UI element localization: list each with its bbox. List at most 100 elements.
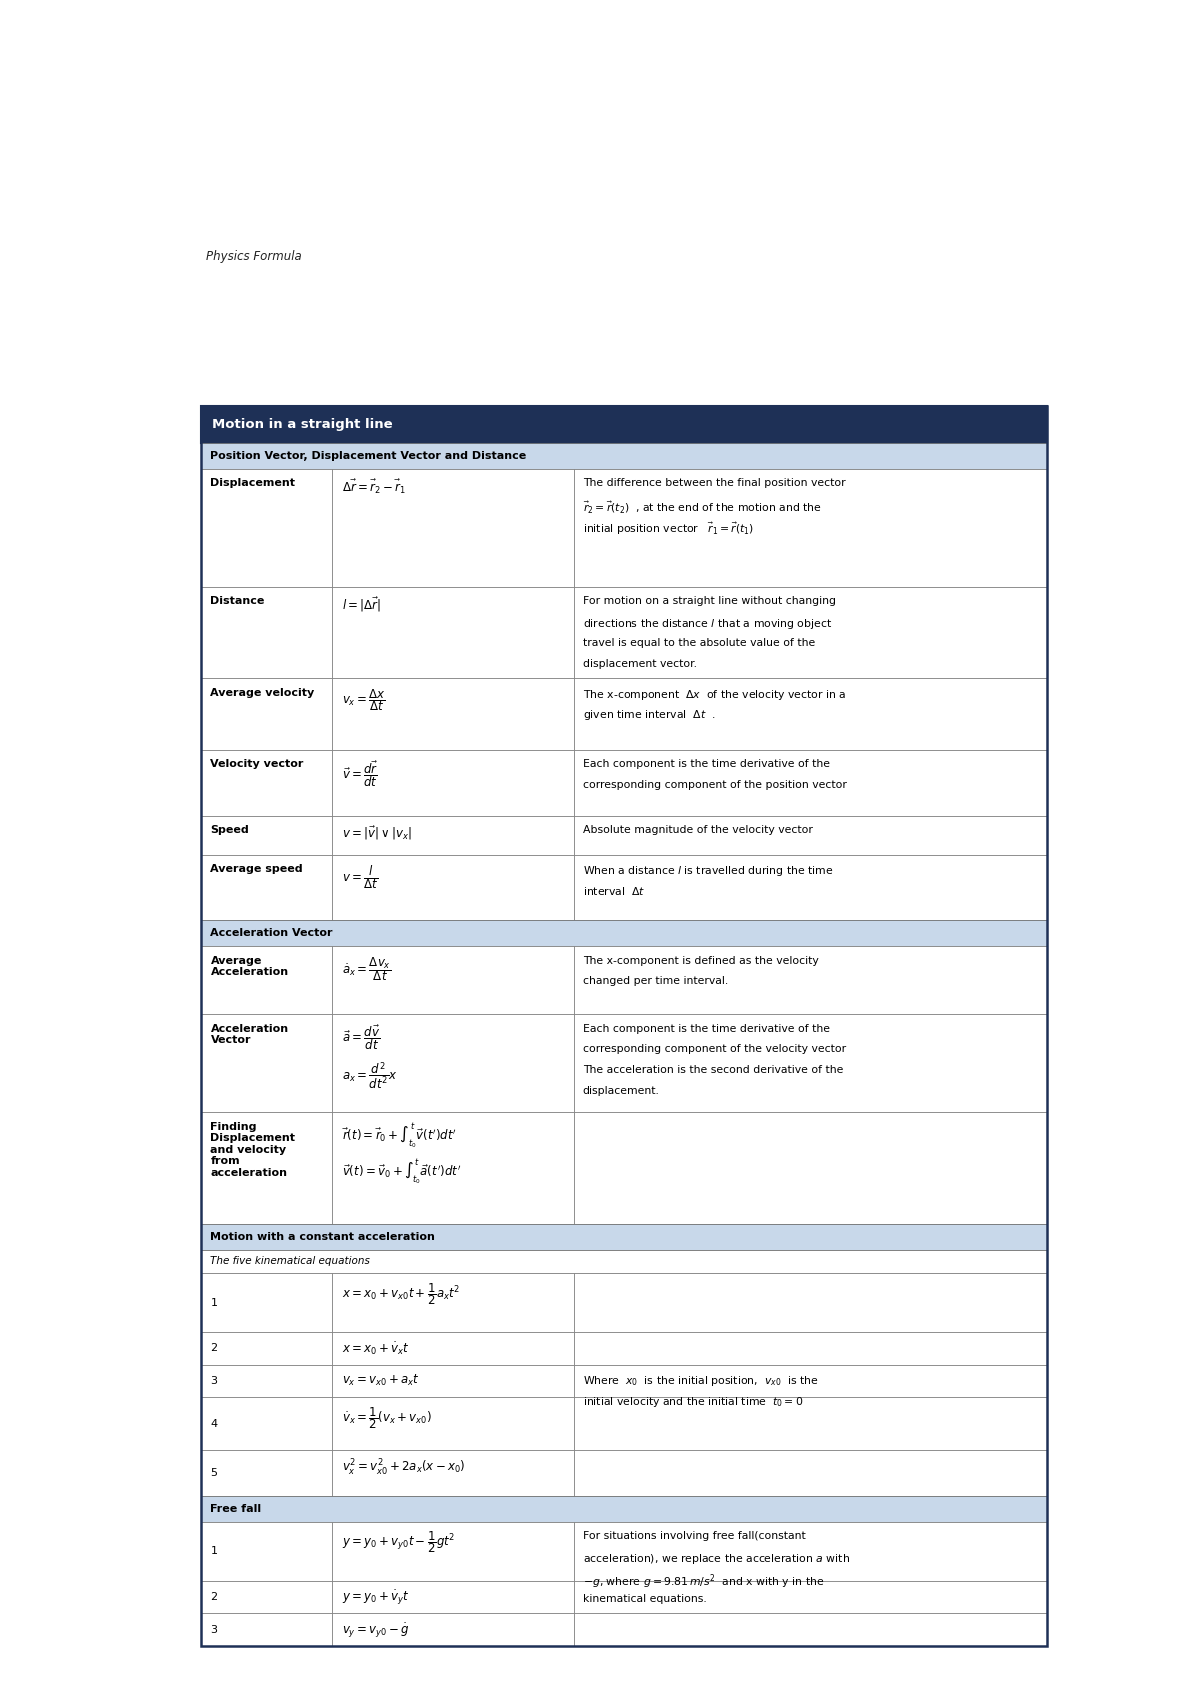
- Bar: [332, 1014, 574, 1112]
- Text: given time interval  $\Delta t$  .: given time interval $\Delta t$ .: [583, 708, 715, 722]
- Bar: [332, 1397, 574, 1450]
- Bar: [202, 406, 1048, 443]
- Bar: [574, 751, 1048, 815]
- Text: Position Vector, Displacement Vector and Distance: Position Vector, Displacement Vector and…: [210, 452, 527, 462]
- Text: 2: 2: [210, 1591, 217, 1601]
- Text: Free fall: Free fall: [210, 1504, 262, 1513]
- Bar: [332, 1333, 574, 1365]
- Text: directions the distance $l$ that a moving object: directions the distance $l$ that a movin…: [583, 616, 832, 632]
- Bar: [202, 946, 332, 1014]
- Text: Motion in a straight line: Motion in a straight line: [212, 418, 392, 431]
- Text: $v=|\vec{v}|\vee|v_x|$: $v=|\vec{v}|\vee|v_x|$: [342, 825, 412, 842]
- Text: displacement.: displacement.: [583, 1087, 660, 1097]
- Text: For motion on a straight line without changing: For motion on a straight line without ch…: [583, 596, 836, 606]
- Text: 5: 5: [210, 1467, 217, 1477]
- Text: $\dot{v}_x=\dfrac{1}{2}(v_x+v_{x0})$: $\dot{v}_x=\dfrac{1}{2}(v_x+v_{x0})$: [342, 1406, 432, 1431]
- Text: When a distance $l$ is travelled during the time: When a distance $l$ is travelled during …: [583, 864, 833, 878]
- Bar: [202, 815, 332, 854]
- Bar: [202, 1274, 332, 1333]
- Bar: [332, 469, 574, 588]
- Text: Acceleration Vector: Acceleration Vector: [210, 929, 332, 939]
- Text: Finding
Displacement
and velocity
from
acceleration: Finding Displacement and velocity from a…: [210, 1122, 295, 1178]
- Bar: [202, 1112, 332, 1224]
- Bar: [202, 469, 332, 588]
- Bar: [332, 1450, 574, 1496]
- Text: $v=\dfrac{l}{\Delta t}$: $v=\dfrac{l}{\Delta t}$: [342, 864, 378, 891]
- Text: changed per time interval.: changed per time interval.: [583, 976, 728, 987]
- Text: $\dot{a}_x=\dfrac{\Delta v_x}{\Delta t}$: $\dot{a}_x=\dfrac{\Delta v_x}{\Delta t}$: [342, 956, 391, 983]
- Text: $\vec{a}=\dfrac{d\vec{v}}{dt}$: $\vec{a}=\dfrac{d\vec{v}}{dt}$: [342, 1024, 380, 1053]
- Text: Speed: Speed: [210, 825, 250, 835]
- Text: For situations involving free fall(constant: For situations involving free fall(const…: [583, 1532, 805, 1540]
- Text: $x=x_0+v_{x0}t+\dfrac{1}{2}a_x t^2$: $x=x_0+v_{x0}t+\dfrac{1}{2}a_x t^2$: [342, 1280, 460, 1307]
- Text: displacement vector.: displacement vector.: [583, 659, 697, 669]
- Bar: [574, 815, 1048, 854]
- Text: $\vec{v}=\dfrac{d\vec{r}}{dt}$: $\vec{v}=\dfrac{d\vec{r}}{dt}$: [342, 759, 378, 790]
- Bar: [574, 588, 1048, 679]
- Text: Average speed: Average speed: [210, 864, 304, 874]
- Text: corresponding component of the velocity vector: corresponding component of the velocity …: [583, 1044, 846, 1054]
- Text: travel is equal to the absolute value of the: travel is equal to the absolute value of…: [583, 638, 815, 649]
- Bar: [332, 1365, 574, 1397]
- Text: 1: 1: [210, 1547, 217, 1555]
- Text: The five kinematical equations: The five kinematical equations: [210, 1257, 371, 1267]
- Bar: [332, 946, 574, 1014]
- Bar: [332, 815, 574, 854]
- Text: $a_x=\dfrac{d^2}{dt^2}x$: $a_x=\dfrac{d^2}{dt^2}x$: [342, 1060, 397, 1092]
- Bar: [202, 1450, 332, 1496]
- Bar: [202, 1014, 332, 1112]
- Text: $\Delta\vec{r}=\vec{r}_2-\vec{r}_1$: $\Delta\vec{r}=\vec{r}_2-\vec{r}_1$: [342, 479, 406, 496]
- Text: $v_y=v_{y0}-\dot{g}$: $v_y=v_{y0}-\dot{g}$: [342, 1622, 409, 1640]
- Text: $y=y_0+v_{y0}t-\dfrac{1}{2}gt^2$: $y=y_0+v_{y0}t-\dfrac{1}{2}gt^2$: [342, 1530, 455, 1555]
- Text: Motion with a constant acceleration: Motion with a constant acceleration: [210, 1231, 436, 1241]
- Text: The difference between the final position vector: The difference between the final positio…: [583, 479, 846, 489]
- Text: $x=x_0+\dot{v}_x t$: $x=x_0+\dot{v}_x t$: [342, 1340, 409, 1357]
- Text: 2: 2: [210, 1343, 217, 1353]
- Text: 3: 3: [210, 1625, 217, 1635]
- Text: Absolute magnitude of the velocity vector: Absolute magnitude of the velocity vecto…: [583, 825, 812, 835]
- Text: Velocity vector: Velocity vector: [210, 759, 304, 769]
- Text: $v_x=v_{x0}+a_x t$: $v_x=v_{x0}+a_x t$: [342, 1372, 420, 1387]
- Text: Average
Acceleration: Average Acceleration: [210, 956, 288, 976]
- Bar: [574, 1014, 1048, 1112]
- Text: acceleration), we replace the acceleration $a$ with: acceleration), we replace the accelerati…: [583, 1552, 850, 1566]
- Text: $\vec{r}_2=\vec{r}(t_2)$  , at the end of the motion and the: $\vec{r}_2=\vec{r}(t_2)$ , at the end of…: [583, 499, 822, 516]
- Text: Each component is the time derivative of the: Each component is the time derivative of…: [583, 759, 830, 769]
- Bar: [202, 443, 1048, 469]
- Bar: [202, 1333, 332, 1365]
- Bar: [332, 854, 574, 920]
- Text: Average velocity: Average velocity: [210, 688, 314, 698]
- Bar: [332, 1613, 574, 1645]
- Text: corresponding component of the position vector: corresponding component of the position …: [583, 781, 847, 790]
- Bar: [332, 679, 574, 751]
- Text: kinematical equations.: kinematical equations.: [583, 1594, 707, 1603]
- Text: $\vec{v}(t)=\vec{v}_0+\int_{t_0}^{t}\vec{a}(t')dt'$: $\vec{v}(t)=\vec{v}_0+\int_{t_0}^{t}\vec…: [342, 1158, 461, 1187]
- Text: $-g$, where $g=9.81\,m/s^2$  and x with y in the: $-g$, where $g=9.81\,m/s^2$ and x with y…: [583, 1572, 824, 1591]
- Text: 1: 1: [210, 1297, 217, 1307]
- Bar: [202, 751, 332, 815]
- Bar: [202, 1365, 332, 1397]
- Text: $y=y_0+\dot{v}_y t$: $y=y_0+\dot{v}_y t$: [342, 1588, 409, 1606]
- Text: $v_x^2=v_{x0}^2+2a_x(x-x_0)$: $v_x^2=v_{x0}^2+2a_x(x-x_0)$: [342, 1457, 464, 1477]
- Bar: [574, 1521, 1048, 1581]
- Text: Acceleration
Vector: Acceleration Vector: [210, 1024, 288, 1046]
- Bar: [202, 588, 332, 679]
- Text: 3: 3: [210, 1375, 217, 1386]
- Bar: [574, 1397, 1048, 1450]
- Bar: [332, 751, 574, 815]
- Text: interval  $\Delta t$: interval $\Delta t$: [583, 885, 646, 897]
- Bar: [574, 1112, 1048, 1224]
- Text: Physics Formula: Physics Formula: [206, 250, 301, 263]
- Bar: [332, 1521, 574, 1581]
- Bar: [202, 1581, 332, 1613]
- Text: $l=|\Delta\vec{r}|$: $l=|\Delta\vec{r}|$: [342, 596, 380, 615]
- Bar: [574, 1450, 1048, 1496]
- Bar: [202, 1224, 1048, 1250]
- Bar: [574, 679, 1048, 751]
- Bar: [202, 920, 1048, 946]
- Bar: [574, 1274, 1048, 1333]
- Bar: [574, 469, 1048, 588]
- Bar: [202, 679, 332, 751]
- Bar: [202, 1496, 1048, 1521]
- Text: $\vec{r}(t)=\vec{r}_0+\int_{t_0}^{t}\vec{v}(t')dt'$: $\vec{r}(t)=\vec{r}_0+\int_{t_0}^{t}\vec…: [342, 1122, 456, 1151]
